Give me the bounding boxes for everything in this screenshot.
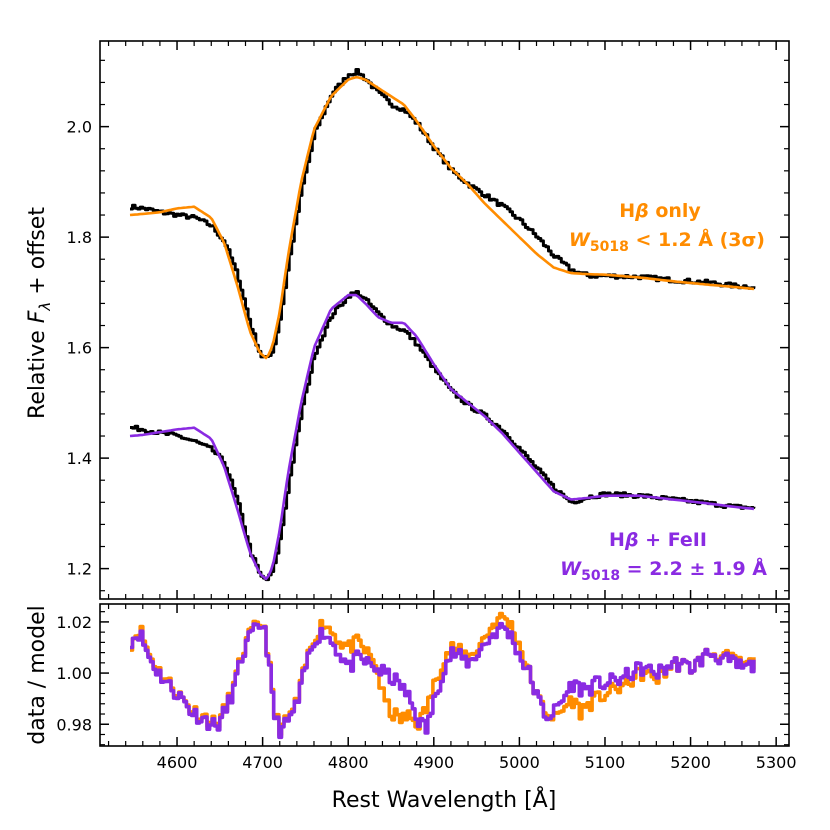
annot-suffix2: + FeII: [639, 529, 707, 551]
annotation-hbeta-feii-ew: W5018 = 2.2 ± 1.9 Å: [560, 556, 767, 584]
annot-w: W: [569, 229, 591, 251]
x-axis-title: Rest Wavelength [Å]: [332, 786, 557, 813]
bottom-panel: 0.98 1.00 1.02 4600 4700 4800 4900 5000 5100 520…: [25, 41, 797, 813]
x-tick-label: 5100: [585, 753, 626, 772]
bottom-y-axis-title: data / model: [25, 605, 50, 744]
bottom-plot-frame: [99, 603, 790, 747]
series-h-only: [129, 75, 755, 360]
x-tick-label: 4600: [157, 753, 198, 772]
annot-beta: β: [634, 200, 649, 222]
x-tick-label: 4900: [413, 753, 454, 772]
annot-w2-text: = 2.2 ± 1.9 Å: [620, 556, 767, 580]
x-tick-label: 5000: [499, 753, 540, 772]
ylabel-tail: + offset: [25, 207, 50, 302]
x-tick-label: 5200: [670, 753, 711, 772]
annot-suffix: only: [649, 200, 702, 222]
bottom-y-tick-label: 1.00: [56, 664, 92, 683]
top-panel: 1.2 1.4 1.6 1.8 2.0 Relative Fλ + offset Hβ …: [25, 40, 790, 600]
bottom-y-tick-label: 1.02: [56, 613, 92, 632]
top-y-tick-label: 2.0: [67, 118, 92, 137]
ylabel-symbol: F: [25, 310, 50, 323]
annotation-hbeta-only-ew: W5018 < 1.2 Å (3σ): [569, 227, 765, 255]
top-series: [129, 68, 756, 582]
top-y-tick-label: 1.8: [67, 228, 92, 247]
bottom-series: [130, 611, 756, 740]
top-y-ticks: 1.2 1.4 1.6 1.8 2.0: [67, 59, 789, 592]
x-tick-label: 5300: [756, 753, 797, 772]
annot-w2-sub: 5018: [581, 568, 620, 584]
bottom-y-tick-label: 0.98: [56, 715, 92, 734]
x-tick-label: 4700: [242, 753, 283, 772]
annotation-hbeta-feii: Hβ + FeII: [609, 529, 707, 551]
top-y-tick-label: 1.4: [67, 449, 92, 468]
x-tick-label: 4800: [328, 753, 369, 772]
annot-h: H: [619, 200, 635, 222]
annot-w2: W: [560, 558, 582, 580]
series-residual-h-feii: [130, 621, 756, 740]
annot-w-text: < 1.2 Å (3σ): [629, 227, 765, 251]
annot-h2: H: [609, 529, 625, 551]
bottom-y-ticks: 0.98 1.00 1.02: [56, 611, 789, 746]
series-h-feii: [129, 293, 755, 581]
top-y-tick-label: 1.6: [67, 339, 92, 358]
ylabel-main: Relative: [25, 323, 50, 419]
x-ticks: 4600 4700 4800 4900 5000 5100 5200 5300: [107, 41, 797, 772]
annotation-hbeta-only: Hβ only: [619, 200, 701, 222]
annot-beta2: β: [624, 529, 639, 551]
top-plot-frame: [99, 40, 790, 600]
top-y-axis-title: Relative Fλ + offset: [25, 207, 54, 419]
ylabel-subscript: λ: [36, 302, 54, 312]
annot-w-sub: 5018: [590, 239, 629, 255]
top-y-tick-label: 1.2: [67, 560, 92, 579]
